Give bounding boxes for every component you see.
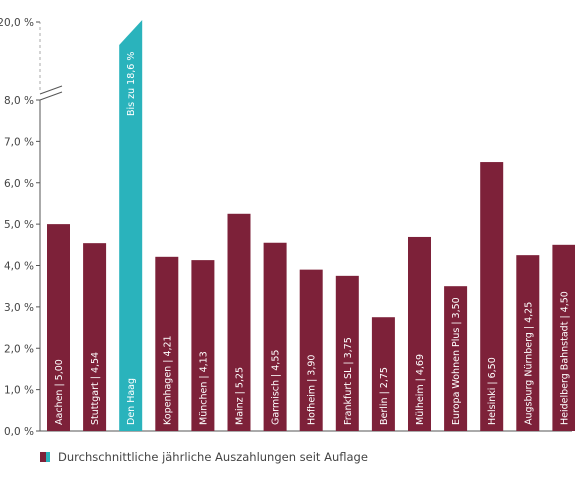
bar-label: Kopenhagen | 4,21 (162, 335, 173, 425)
bar (47, 224, 70, 431)
y-tick-label: 4,0 % (4, 261, 34, 273)
legend: Durchschnittliche jährliche Auszahlungen… (40, 450, 368, 464)
legend-label: Durchschnittliche jährliche Auszahlungen… (58, 450, 368, 464)
bar (191, 260, 215, 431)
bar-label: Heidelberg Bahnstadt | 4,50 (559, 291, 570, 425)
y-tick-label: 6,0 % (4, 178, 34, 190)
bar (227, 213, 251, 431)
bar (83, 243, 107, 431)
bar (263, 242, 287, 431)
bar-label: Europa Wohnen Plus | 3,50 (451, 297, 462, 425)
bar (155, 256, 179, 431)
y-tick-label: 3,0 % (4, 302, 34, 314)
bar (480, 162, 504, 431)
y-tick-label: 20,0 % (0, 17, 34, 29)
y-tick-label: 0,0 % (4, 426, 34, 438)
bar (299, 269, 323, 431)
bar-label: Stuttgart | 4,54 (90, 352, 101, 425)
bar (371, 317, 395, 431)
bar-labels: Aachen | 5,00 Stuttgart | 4,54 Bis zu 18,6… (54, 52, 570, 425)
axis-break-mark (39, 85, 63, 95)
y-tick-label: 7,0 % (4, 136, 34, 148)
bar-label: Garmisch | 4,55 (271, 350, 282, 425)
axis-break-mark (39, 91, 63, 101)
bar (335, 275, 359, 431)
bar (516, 255, 540, 431)
y-tick-label: 5,0 % (4, 219, 34, 231)
bar-label: Mainz | 5,25 (235, 367, 246, 425)
bar-label: Den Haag (126, 378, 137, 425)
y-tick-label: 8,0 % (4, 95, 34, 107)
bar-label: Hofheim | 3,90 (307, 355, 318, 425)
bar-annotation: Bis zu 18,6 % (126, 52, 137, 116)
bar (408, 236, 431, 431)
bar-label: Mülheim | 4,69 (415, 354, 426, 425)
legend-swatch-highlight (46, 452, 50, 462)
legend-swatch (40, 452, 46, 462)
y-tick-label: 2,0 % (4, 343, 34, 355)
bar-label: Frankfurt SL | 3,75 (343, 337, 354, 425)
bar-label: München | 4,13 (198, 351, 209, 425)
bar-label: Aachen | 5,00 (54, 359, 65, 425)
bar-highlight (119, 20, 143, 431)
bar-label: Helsinki | 6,50 (487, 357, 498, 425)
bar-label: Augsburg Nürnberg | 4,25 (523, 302, 534, 425)
bar-label: Berlin | 2,75 (379, 367, 390, 425)
bars (47, 20, 575, 431)
y-tick-label: 1,0 % (4, 385, 34, 397)
bar (552, 244, 575, 431)
bar (444, 286, 468, 431)
y-axis: 0,0 % 1,0 % 2,0 % 3,0 % 4,0 % 5,0 % 6,0 % 7,0 %… (0, 17, 572, 438)
